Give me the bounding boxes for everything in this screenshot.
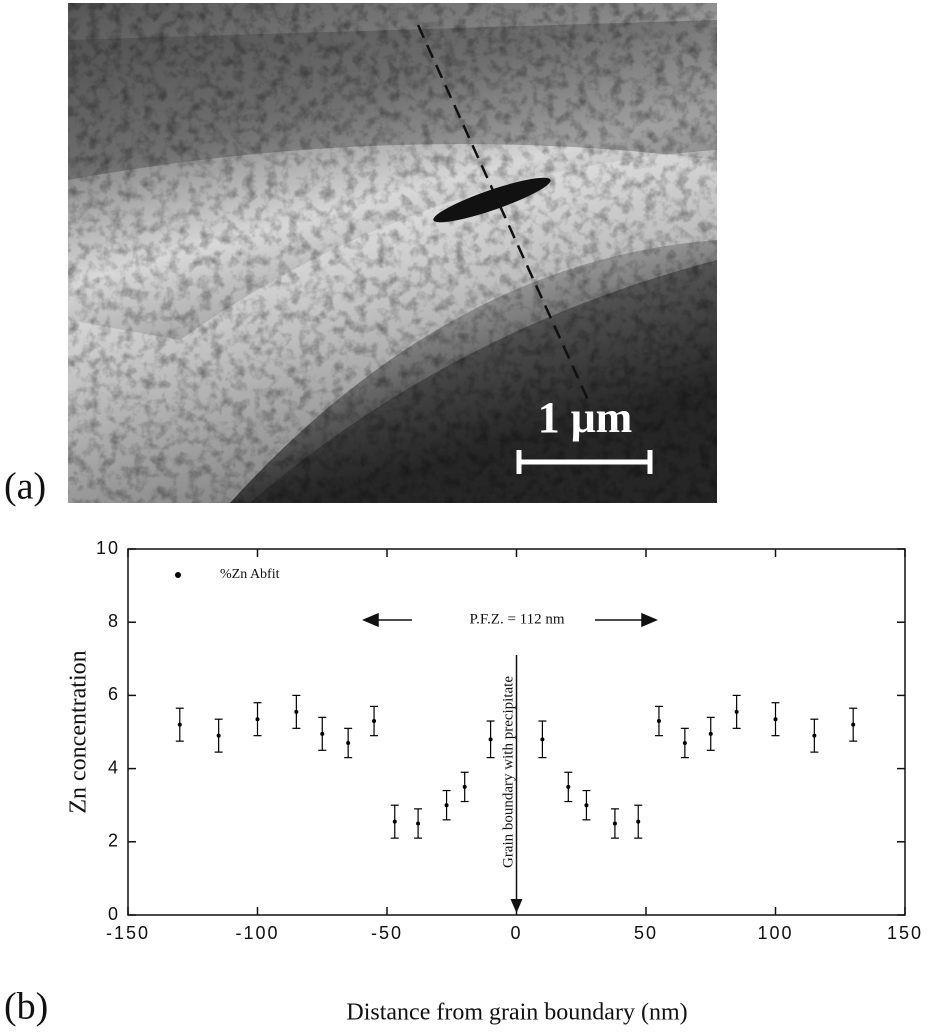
x-tick-label: -50 xyxy=(371,923,403,943)
texture xyxy=(68,3,717,503)
data-point xyxy=(216,733,221,738)
data-point xyxy=(392,819,397,824)
data-point xyxy=(255,717,260,722)
y-axis-title: Zn concentration xyxy=(66,650,92,813)
x-tick-label: -100 xyxy=(235,923,279,943)
data-point xyxy=(177,722,182,727)
y-tick-label: 10 xyxy=(96,538,120,558)
x-tick-label: 100 xyxy=(757,923,793,943)
data-point xyxy=(540,737,545,742)
data-point xyxy=(708,731,713,736)
data-point xyxy=(372,719,377,724)
y-tick-label: 0 xyxy=(108,904,120,924)
y-tick-label: 2 xyxy=(108,831,120,851)
precipitate xyxy=(433,177,551,223)
scale-bar xyxy=(516,450,653,474)
data-point xyxy=(773,717,778,722)
data-point xyxy=(636,819,641,824)
pfz-annotation: P.F.Z. = 112 nm xyxy=(469,611,564,627)
data-point xyxy=(294,709,299,714)
data-point xyxy=(566,784,571,789)
panel-label: (a) xyxy=(4,466,46,508)
x-tick-label: 0 xyxy=(510,923,522,943)
y-tick-label: 4 xyxy=(108,757,120,777)
x-tick-label: -150 xyxy=(106,923,150,943)
legend-label: %Zn Abfit xyxy=(220,567,280,582)
data-point xyxy=(462,784,467,789)
data-point xyxy=(812,733,817,738)
pfz-arrows xyxy=(362,612,658,628)
line-scan xyxy=(416,24,590,401)
data-point xyxy=(656,719,661,724)
data-point xyxy=(444,803,449,808)
data-point xyxy=(682,740,687,745)
legend-marker xyxy=(175,572,181,578)
y-tick-label: 8 xyxy=(108,611,120,631)
panel-label: (b) xyxy=(4,986,48,1028)
x-tick-label: 150 xyxy=(887,923,923,943)
data-point xyxy=(488,737,493,742)
boundary-arrowhead xyxy=(510,899,523,913)
data-point xyxy=(416,821,421,826)
data-point xyxy=(320,731,325,736)
data-point xyxy=(346,740,351,745)
data-point xyxy=(851,722,856,727)
micrograph: 1 μm xyxy=(68,3,717,503)
x-axis-title: Distance from grain boundary (nm) xyxy=(346,1000,687,1026)
boundary-annotation: Grain boundary with precipitate xyxy=(500,676,516,868)
data-point xyxy=(734,709,739,714)
scale-bar-label: 1 μm xyxy=(538,393,633,442)
x-tick-label: 50 xyxy=(634,923,658,943)
y-tick-label: 6 xyxy=(108,684,120,704)
data-point xyxy=(612,821,617,826)
data-point xyxy=(584,803,589,808)
